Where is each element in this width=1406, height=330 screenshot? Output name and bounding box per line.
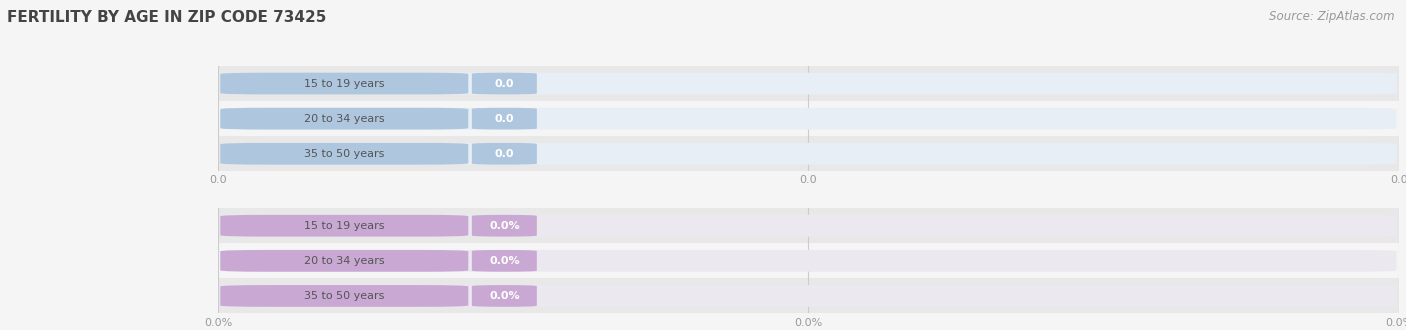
Text: 0.0%: 0.0% [489, 291, 520, 301]
FancyBboxPatch shape [472, 285, 537, 307]
Text: 0.0: 0.0 [495, 149, 515, 159]
FancyBboxPatch shape [221, 285, 468, 307]
Bar [218, 279, 1399, 314]
FancyBboxPatch shape [221, 250, 468, 272]
FancyBboxPatch shape [221, 108, 468, 130]
Text: 0.0%: 0.0% [489, 221, 520, 231]
FancyBboxPatch shape [221, 73, 468, 94]
FancyBboxPatch shape [472, 108, 537, 130]
Text: 15 to 19 years: 15 to 19 years [304, 79, 385, 88]
FancyBboxPatch shape [221, 285, 1396, 307]
Text: Source: ZipAtlas.com: Source: ZipAtlas.com [1270, 10, 1395, 23]
Bar [218, 101, 1399, 136]
Text: 0.0: 0.0 [495, 79, 515, 88]
Bar [218, 66, 1399, 101]
Text: FERTILITY BY AGE IN ZIP CODE 73425: FERTILITY BY AGE IN ZIP CODE 73425 [7, 10, 326, 25]
Text: 35 to 50 years: 35 to 50 years [304, 291, 384, 301]
FancyBboxPatch shape [221, 250, 1396, 272]
FancyBboxPatch shape [221, 215, 1396, 237]
Text: 20 to 34 years: 20 to 34 years [304, 256, 385, 266]
FancyBboxPatch shape [221, 215, 468, 237]
FancyBboxPatch shape [472, 143, 537, 165]
Text: 0.0%: 0.0% [489, 256, 520, 266]
FancyBboxPatch shape [221, 143, 1396, 165]
Text: 15 to 19 years: 15 to 19 years [304, 221, 385, 231]
FancyBboxPatch shape [221, 108, 1396, 130]
Text: 0.0: 0.0 [495, 114, 515, 124]
Bar [218, 243, 1399, 279]
FancyBboxPatch shape [221, 143, 468, 165]
FancyBboxPatch shape [472, 250, 537, 272]
Bar [218, 136, 1399, 171]
FancyBboxPatch shape [472, 73, 537, 94]
Bar [218, 208, 1399, 243]
Text: 35 to 50 years: 35 to 50 years [304, 149, 384, 159]
Text: 20 to 34 years: 20 to 34 years [304, 114, 385, 124]
FancyBboxPatch shape [221, 73, 1396, 94]
FancyBboxPatch shape [472, 215, 537, 237]
